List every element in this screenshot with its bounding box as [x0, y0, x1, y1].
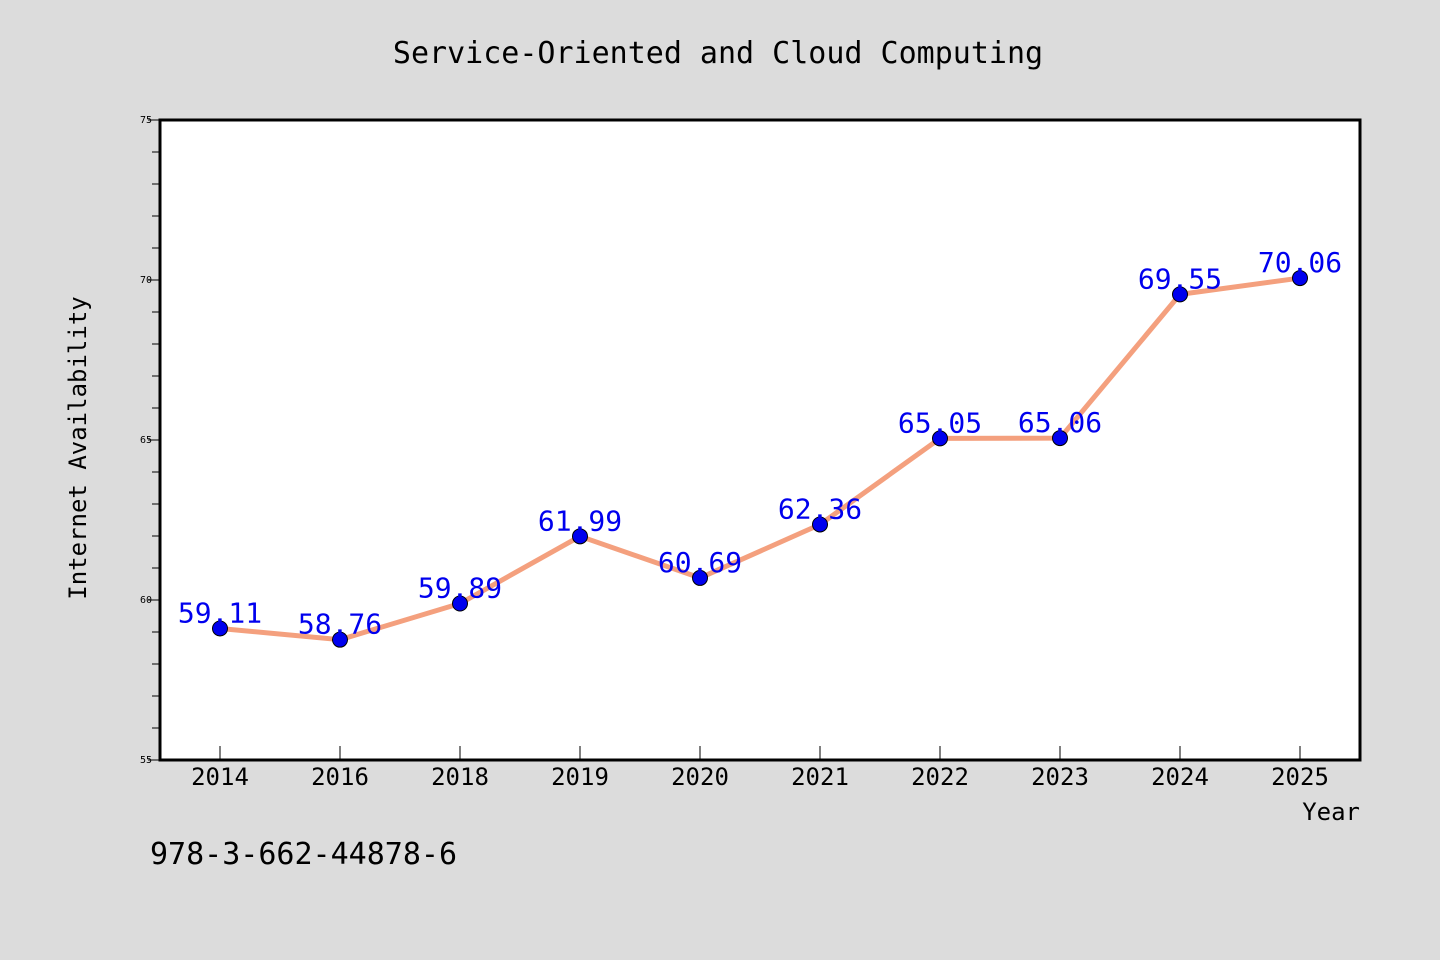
y-tick-label: 60	[140, 595, 152, 606]
data-label: 65.05	[898, 406, 982, 439]
y-tick-label: 55	[140, 755, 152, 766]
data-label: 62.36	[778, 492, 862, 525]
data-point	[932, 430, 948, 447]
y-tick-label: 75	[140, 115, 152, 126]
data-point	[1292, 270, 1308, 287]
data-label: 60.69	[658, 546, 742, 579]
data-point	[452, 595, 468, 612]
data-label: 65.06	[1018, 406, 1102, 439]
plot-frame	[158, 118, 1362, 762]
data-label: 59.89	[418, 572, 502, 605]
x-axis-label: Year	[1302, 798, 1360, 826]
isbn-annotation: 978-3-662-44878-6	[150, 837, 457, 872]
data-label: 58.76	[298, 608, 382, 641]
plot-area	[160, 120, 1360, 760]
data-point	[692, 569, 708, 586]
x-tick-label: 2016	[311, 763, 369, 791]
chart-title: Service-Oriented and Cloud Computing	[393, 36, 1043, 71]
data-point	[212, 620, 228, 637]
x-axis-ticks: 2014 2016 2018 2019 2020 2021 2022 2023 2024 2025	[191, 746, 1329, 791]
y-axis-label: Internet Availability	[64, 296, 92, 599]
x-tick-label: 2020	[671, 763, 729, 791]
y-tick-label: 65	[140, 435, 152, 446]
series-group: 59.11 58.76 59.89 61.99 60.69 62.36 65.05 65.06…	[178, 246, 1342, 648]
x-tick-label: 2021	[791, 763, 849, 791]
data-label: 70.06	[1258, 246, 1342, 279]
data-point	[1052, 430, 1068, 447]
x-tick-label: 2025	[1271, 763, 1329, 791]
x-tick-label: 2018	[431, 763, 489, 791]
data-point	[572, 528, 588, 545]
x-tick-label: 2024	[1151, 763, 1209, 791]
x-tick-label: 2014	[191, 763, 249, 791]
data-point	[812, 516, 828, 533]
data-label: 69.55	[1138, 262, 1222, 295]
x-tick-label: 2023	[1031, 763, 1089, 791]
x-tick-label: 2019	[551, 763, 609, 791]
series-line	[217, 275, 1303, 643]
data-point	[332, 631, 348, 648]
x-tick-label: 2022	[911, 763, 969, 791]
data-point	[1172, 286, 1188, 303]
y-axis-ticks: 55 60 65 70 75	[140, 115, 160, 766]
data-label: 59.11	[178, 596, 262, 629]
y-tick-label: 70	[140, 275, 152, 286]
data-label: 61.99	[538, 504, 622, 537]
